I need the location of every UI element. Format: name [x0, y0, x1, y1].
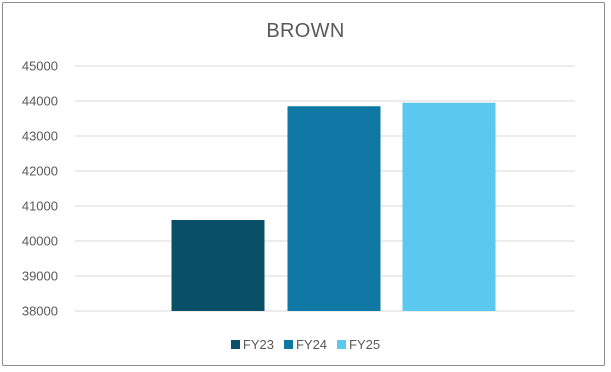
- legend-label: FY23: [242, 337, 274, 352]
- legend-item-fy24: FY24: [283, 337, 328, 352]
- y-tick-label: 44000: [22, 94, 58, 109]
- y-tick-label: 43000: [22, 129, 58, 144]
- legend-swatch: [230, 340, 240, 349]
- legend-item-fy25: FY25: [337, 337, 380, 352]
- legend-swatch: [283, 340, 293, 349]
- chart-title: BROWN: [266, 20, 345, 42]
- y-tick-label: 45000: [22, 59, 58, 74]
- y-tick-label: 42000: [22, 164, 58, 179]
- legend-label: FY24: [295, 337, 328, 352]
- y-tick-label: 38000: [22, 304, 58, 319]
- y-tick-label: 39000: [22, 269, 58, 284]
- y-tick-label: 41000: [22, 199, 58, 214]
- chart-legend: FY23 FY24 FY25: [0, 337, 611, 352]
- bar-fy24: [287, 106, 381, 311]
- legend-item-fy23: FY23: [230, 337, 274, 352]
- bar-fy25: [402, 102, 496, 311]
- legend-label: FY25: [349, 337, 381, 352]
- bar-fy23: [171, 220, 265, 311]
- legend-swatch: [337, 340, 347, 349]
- y-tick-label: 40000: [22, 234, 58, 249]
